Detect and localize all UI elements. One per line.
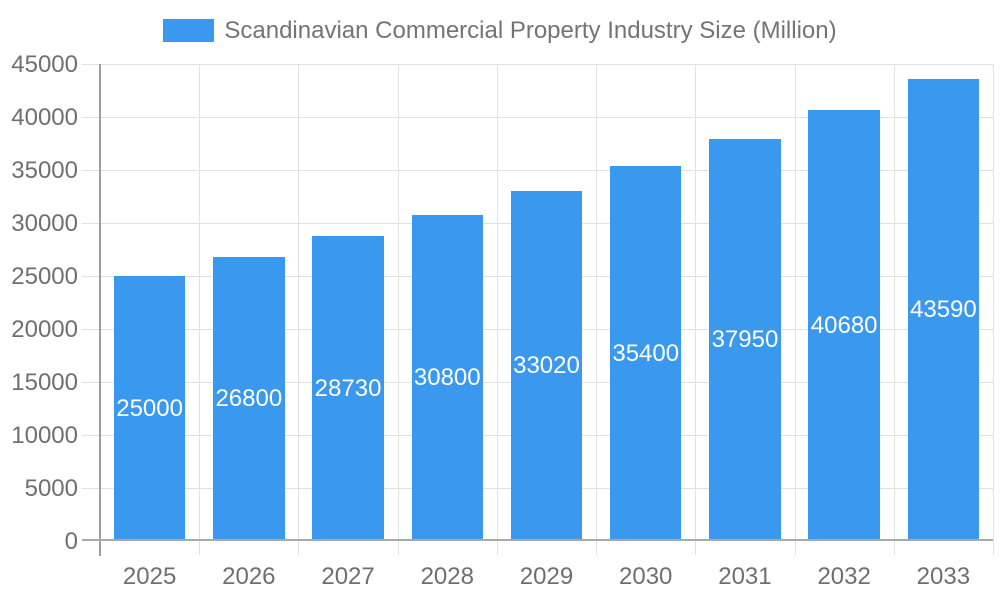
bar[interactable] — [709, 138, 781, 541]
y-axis-tick-labels: 0 5000 10000 15000 20000 25000 30000 35000 40000… — [8, 0, 78, 600]
x-axis-tick-labels: 2025 2026 2027 2028 2029 2030 2031 2032 2033 — [100, 563, 993, 593]
gridline-vertical — [398, 64, 399, 555]
x-tick-label: 2025 — [122, 563, 177, 590]
y-tick-label: 30000 — [11, 209, 78, 237]
y-tick-label: 10000 — [11, 421, 78, 449]
y-tick-label: 45000 — [11, 50, 78, 78]
gridline-vertical — [497, 64, 498, 555]
bar[interactable] — [113, 276, 186, 541]
gridline-vertical — [199, 64, 200, 555]
x-tick-label: 2030 — [619, 563, 673, 590]
x-tick-label: 2031 — [718, 563, 772, 590]
bar-value-label: 33020 — [513, 352, 580, 380]
bar[interactable] — [312, 236, 384, 541]
x-tick-label: 2033 — [916, 563, 971, 590]
gridline-horizontal — [82, 64, 993, 65]
y-tick-label: 20000 — [11, 315, 78, 343]
bar-value-label: 35400 — [612, 339, 680, 367]
gridline-horizontal — [82, 117, 993, 118]
bar-value-label: 26800 — [215, 385, 283, 413]
gridline-vertical — [298, 64, 299, 555]
gridline-vertical — [596, 64, 597, 555]
y-tick-label: 15000 — [11, 368, 78, 396]
bar[interactable] — [907, 78, 980, 541]
y-tick-label: 25000 — [11, 262, 78, 290]
x-tick-label: 2026 — [222, 563, 276, 590]
bar-value-label: 30800 — [413, 364, 481, 392]
y-tick-label: 0 — [64, 527, 78, 555]
y-tick-label: 5000 — [24, 474, 78, 502]
x-tick-label: 2028 — [420, 563, 474, 590]
bar-value-label: 37950 — [711, 326, 779, 354]
x-tick-label: 2027 — [321, 563, 375, 590]
x-tick-label: 2032 — [817, 563, 871, 590]
gridline-vertical — [695, 64, 696, 555]
y-axis-line — [99, 64, 101, 556]
x-tick-label: 2029 — [519, 563, 574, 590]
bar[interactable] — [411, 214, 483, 541]
bar[interactable] — [610, 165, 682, 541]
gridline-vertical — [993, 64, 994, 555]
bar-value-label: 25000 — [116, 395, 183, 422]
plot-area: 25000 26800 28730 30800 33020 35400 37950 40680… — [82, 64, 994, 556]
y-tick-label: 35000 — [11, 156, 78, 184]
bar[interactable] — [808, 109, 880, 541]
bar-value-label: 28730 — [314, 375, 382, 403]
gridline-vertical — [894, 64, 895, 555]
gridline-vertical — [795, 64, 796, 555]
y-tick-label: 40000 — [11, 103, 78, 131]
bar[interactable] — [510, 190, 583, 541]
bar-value-label: 43590 — [910, 296, 977, 324]
legend-item[interactable]: Scandinavian Commercial Property Industr… — [163, 17, 837, 44]
x-axis-line — [82, 539, 993, 541]
bar-value-label: 40680 — [810, 311, 878, 339]
bar[interactable] — [213, 256, 285, 541]
legend-label: Scandinavian Commercial Property Industr… — [224, 17, 837, 44]
legend-swatch-icon — [163, 19, 215, 42]
gridline-horizontal — [82, 170, 993, 171]
legend: Scandinavian Commercial Property Industr… — [0, 17, 1000, 44]
